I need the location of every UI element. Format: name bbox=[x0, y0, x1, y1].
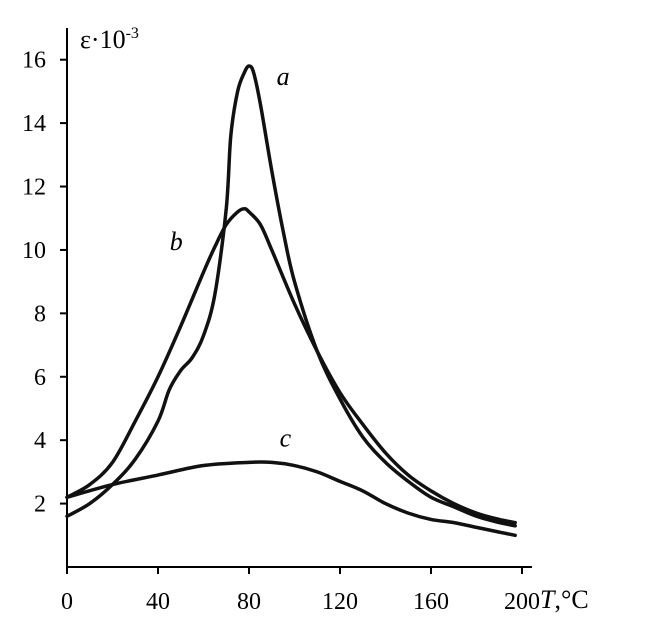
series-line-c bbox=[65, 460, 517, 538]
series-line-b bbox=[65, 206, 517, 525]
x-tick-label: 40 bbox=[146, 589, 170, 615]
x-axis-title-unit: ,°C bbox=[554, 585, 588, 614]
x-ticks: 0 40 80 120 160 200 bbox=[61, 567, 540, 615]
y-ticks: 2 4 6 8 10 12 14 16 bbox=[22, 48, 67, 518]
series-labels: a b c bbox=[170, 62, 292, 452]
y-tick-label: 16 bbox=[22, 48, 46, 74]
series-label-a: a bbox=[277, 62, 290, 91]
y-tick-label: 10 bbox=[22, 238, 46, 264]
y-tick-label: 8 bbox=[34, 301, 46, 327]
x-tick-label: 160 bbox=[413, 589, 449, 615]
x-tick-label: 120 bbox=[322, 589, 358, 615]
y-tick-label: 12 bbox=[22, 175, 46, 201]
y-axis-title-exponent: -3 bbox=[126, 25, 139, 42]
y-axis-title-base: ε·10 bbox=[80, 25, 126, 54]
series-label-b: b bbox=[170, 227, 183, 256]
y-tick-label: 4 bbox=[34, 428, 46, 454]
y-tick-label: 14 bbox=[22, 111, 46, 137]
series-line-a bbox=[65, 64, 517, 528]
x-axis-title: T,°C bbox=[540, 585, 589, 614]
x-tick-label: 200 bbox=[504, 589, 540, 615]
x-tick-label: 0 bbox=[61, 589, 73, 615]
y-tick-label: 6 bbox=[34, 365, 46, 391]
y-tick-label: 2 bbox=[34, 492, 46, 518]
x-tick-label: 80 bbox=[237, 589, 261, 615]
series-label-c: c bbox=[280, 424, 292, 453]
axes bbox=[66, 28, 532, 568]
x-axis-title-var: T bbox=[540, 585, 556, 614]
series-group bbox=[65, 64, 517, 538]
y-axis-title: ε·10-3 bbox=[80, 25, 139, 54]
